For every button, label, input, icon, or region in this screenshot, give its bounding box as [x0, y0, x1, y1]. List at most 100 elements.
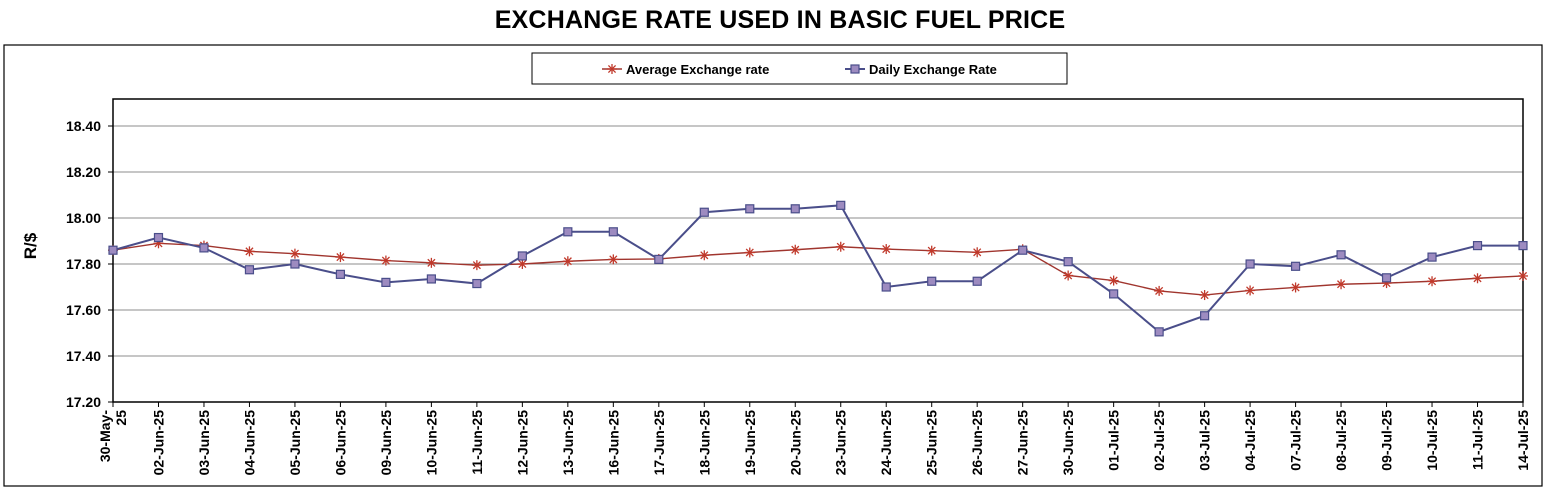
x-tick-label: 05-Jun-25: [287, 410, 303, 476]
square-marker: [790, 204, 800, 214]
x-tick-label: 26-Jun-25: [969, 410, 985, 476]
x-tick-label: 25: [113, 410, 129, 426]
square-marker: [699, 207, 709, 217]
x-tick-label: 12-Jun-25: [514, 410, 530, 476]
series-line: [112, 204, 1523, 333]
legend: Average Exchange rate Daily Exchange Rate: [531, 52, 1068, 85]
x-tick-label-group: 18-Jun-25: [696, 410, 712, 476]
y-axis-label: R/$: [21, 232, 40, 259]
x-tick-label: 04-Jun-25: [241, 410, 257, 476]
square-marker: [1018, 245, 1028, 255]
square-marker: [881, 282, 891, 292]
x-tick-label: 23-Jun-25: [833, 410, 849, 476]
square-marker: [472, 278, 482, 289]
x-tick-label-group: 03-Jun-25: [196, 410, 212, 476]
x-tick-label-group: 06-Jun-25: [332, 410, 348, 476]
asterisk-marker: [1290, 282, 1301, 293]
x-tick-label-group: 12-Jun-25: [514, 410, 530, 476]
x-tick-label-group: 17-Jun-25: [651, 410, 667, 476]
x-tick-label-group: 02-Jul-25: [1151, 410, 1167, 471]
chart-area-border: [3, 44, 1543, 487]
square-marker: [608, 227, 618, 237]
square-marker: [335, 269, 346, 279]
x-tick-label-group: 09-Jul-25: [1379, 410, 1395, 471]
x-tick-label: 19-Jun-25: [742, 410, 758, 476]
x-tick-label-group: 11-Jul-25: [1470, 410, 1486, 470]
x-tick-label: 20-Jun-25: [787, 410, 803, 476]
x-tick-label-group: 16-Jun-25: [605, 410, 621, 476]
x-tick-label-group: 20-Jun-25: [787, 410, 803, 476]
legend-item: Daily Exchange Rate: [845, 62, 997, 77]
x-tick-label-group: 10-Jun-25: [423, 410, 439, 476]
x-tick-label: 02-Jul-25: [1151, 410, 1167, 471]
square-marker: [517, 251, 527, 261]
square-marker: [1427, 252, 1437, 262]
x-tick-label: 30-Jun-25: [1060, 410, 1076, 476]
asterisk-marker: [744, 247, 755, 258]
asterisk-marker: [790, 244, 801, 255]
square-marker: [153, 232, 164, 243]
x-tick-label: 03-Jul-25: [1197, 410, 1213, 471]
x-tick-label-group: 11-Jun-25: [469, 410, 485, 475]
x-tick-label-group: 10-Jul-25: [1424, 410, 1440, 471]
asterisk-marker: [517, 259, 528, 269]
square-marker: [654, 254, 664, 264]
x-tick-label: 25-Jun-25: [924, 410, 940, 476]
asterisk-marker: [1063, 270, 1074, 281]
asterisk-marker: [972, 247, 983, 258]
asterisk-marker: [881, 244, 892, 255]
square-marker: [1472, 241, 1483, 251]
x-tick-label: 06-Jun-25: [332, 410, 348, 476]
x-tick-label-group: 04-Jul-25: [1242, 410, 1258, 471]
square-marker: [850, 64, 860, 74]
plot-area-border: [112, 98, 1524, 403]
x-tick-label-group: 05-Jun-25: [287, 410, 303, 476]
x-tick-label: 24-Jun-25: [878, 410, 894, 476]
asterisk-marker: [289, 248, 300, 259]
asterisk-marker: [1154, 285, 1165, 296]
square-marker: [381, 277, 391, 287]
asterisk-marker: [1199, 290, 1210, 301]
legend-label: Daily Exchange Rate: [869, 62, 997, 77]
x-tick-label-group: 01-Jul-25: [1106, 410, 1122, 471]
asterisk-marker: [608, 254, 619, 265]
x-tick-label: 27-Jun-25: [1015, 410, 1031, 476]
x-tick-label-group: 13-Jun-25: [560, 410, 576, 476]
asterisk-marker: [244, 246, 255, 257]
square-marker: [1336, 250, 1346, 260]
asterisk-marker: [1245, 285, 1256, 296]
x-tick-label-group: 26-Jun-25: [969, 410, 985, 476]
y-tick-label: 18.00: [66, 210, 101, 226]
square-marker: [1154, 327, 1164, 337]
series-average: [108, 238, 1528, 301]
square-marker: [1109, 289, 1119, 299]
legend-item: Average Exchange rate: [602, 62, 769, 77]
series-daily: [108, 200, 1528, 337]
x-tick-label-group: 25-Jun-25: [924, 410, 940, 476]
x-tick-label: 01-Jul-25: [1106, 410, 1122, 471]
x-tick-label: 09-Jul-25: [1379, 410, 1395, 471]
asterisk-marker: [380, 255, 391, 266]
y-tick-label: 18.40: [66, 118, 101, 134]
asterisk-marker: [607, 64, 617, 74]
asterisk-marker: [471, 260, 482, 271]
y-tick-label: 17.80: [66, 256, 101, 272]
square-marker: [1518, 241, 1528, 251]
x-tick-label-group: 09-Jun-25: [378, 410, 394, 476]
asterisk-marker: [926, 245, 937, 256]
x-tick-label: 18-Jun-25: [696, 410, 712, 476]
series-layer: [108, 200, 1528, 337]
legend-label: Average Exchange rate: [626, 62, 769, 77]
asterisk-marker: [1336, 279, 1347, 290]
x-tick-label: 10-Jun-25: [423, 410, 439, 476]
asterisk-marker: [699, 250, 710, 261]
square-marker: [1063, 257, 1073, 267]
x-axis: 30-May- 25 02-Jun-25 03-Jun-25 04-Jun-25 05-J…: [97, 402, 1531, 475]
square-marker: [426, 274, 436, 284]
x-tick-label: 10-Jul-25: [1424, 410, 1440, 471]
asterisk-marker: [1518, 270, 1528, 281]
asterisk-marker: [426, 257, 437, 268]
x-tick-label: 09-Jun-25: [378, 410, 394, 476]
square-marker: [1381, 273, 1392, 283]
